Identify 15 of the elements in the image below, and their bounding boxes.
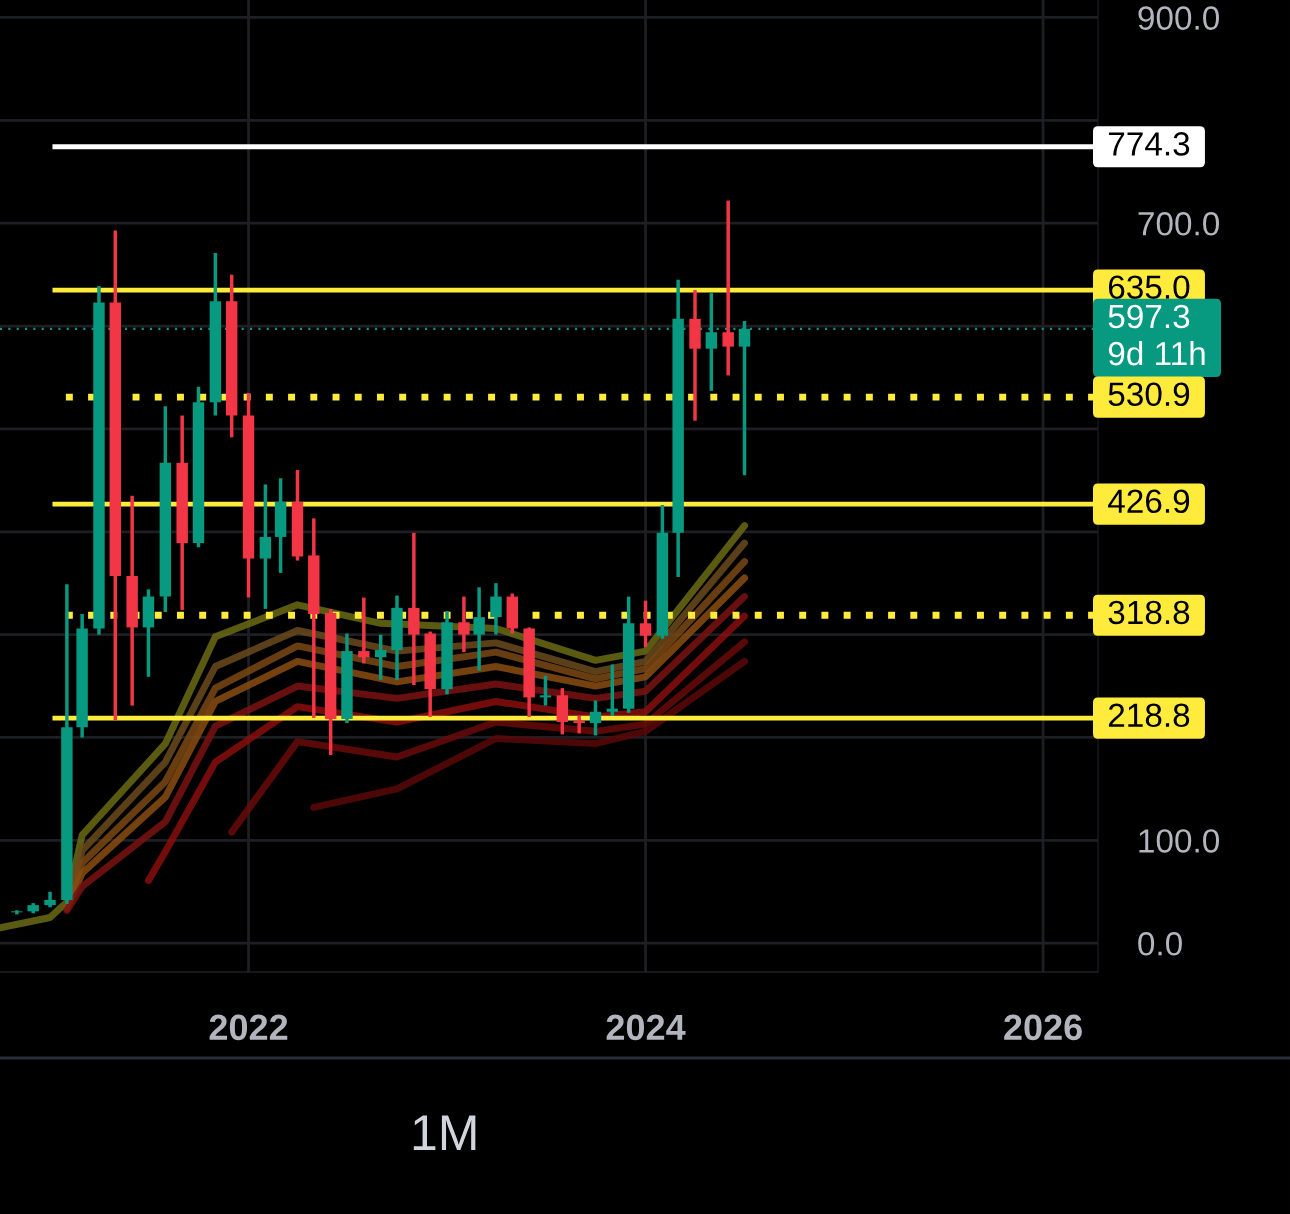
y-tick-label: 100.0 [1139, 829, 1219, 853]
ref-line-label: 426.9 [1108, 489, 1190, 514]
y-tick-label: 700.0 [1138, 212, 1219, 236]
x-tick-label: 2022 [209, 1014, 288, 1041]
ref-line-label: 774.3 [1108, 132, 1190, 156]
text: 1M [413, 1115, 476, 1150]
ref-line-label: 635.0 [1108, 275, 1190, 300]
ref-line-label: 530.9 [1108, 382, 1190, 407]
ref-line-label: 597.3 9d 11h [1108, 304, 1205, 366]
ref-line-label: 218.8 [1108, 703, 1190, 728]
y-tick-label: 0.0 [1138, 932, 1182, 956]
y-tick-label: 900.0 [1138, 6, 1219, 30]
x-tick-label: 2026 [1004, 1014, 1082, 1041]
ref-line-label: 318.8 [1108, 600, 1190, 625]
x-tick-label: 2024 [606, 1014, 686, 1041]
